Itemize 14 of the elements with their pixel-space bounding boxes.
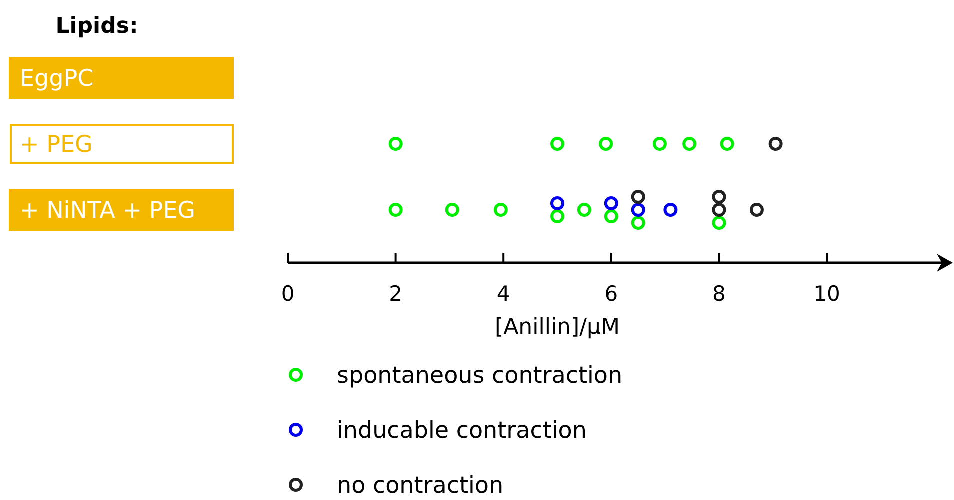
x-tick-label: 0	[281, 282, 295, 306]
y-axis-title: Lipids:	[56, 14, 138, 39]
legend-label: inducable contraction	[337, 418, 587, 444]
y-tick-label: + NiNTA + PEG	[20, 198, 196, 224]
y-tick-label: EggPC	[20, 66, 94, 92]
x-tick-label: 2	[389, 282, 402, 306]
x-tick-label: 8	[712, 282, 726, 306]
legend-label: spontaneous contraction	[337, 363, 623, 389]
x-tick-label: 4	[496, 282, 510, 306]
y-tick-label: + PEG	[20, 132, 93, 158]
x-tick-label: 10	[814, 282, 840, 306]
x-axis-title: [Anillin]/μM	[495, 315, 620, 340]
legend-label: no contraction	[337, 473, 504, 499]
x-tick-label: 6	[604, 282, 618, 306]
